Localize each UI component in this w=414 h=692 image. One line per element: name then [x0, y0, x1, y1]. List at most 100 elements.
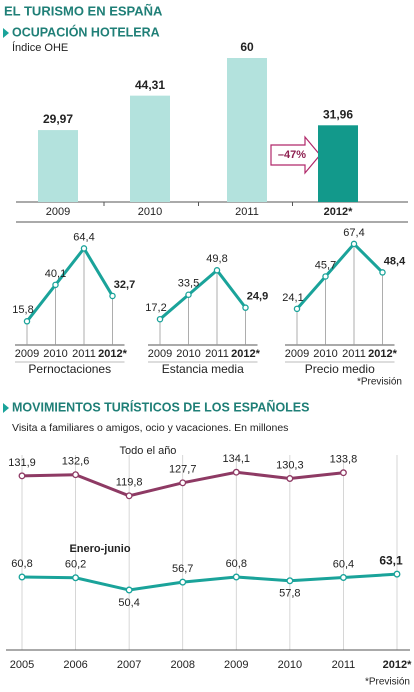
- line: [25, 245, 114, 323]
- value-label: 50,4: [118, 597, 139, 609]
- value-label: 131,9: [8, 457, 36, 469]
- bar: [227, 58, 267, 202]
- section-marker: [3, 403, 9, 413]
- value-label: 57,8: [279, 588, 300, 600]
- x-tick-label: 2008: [170, 659, 194, 671]
- point: [393, 570, 401, 578]
- value-label: 31,96: [323, 107, 353, 121]
- value-label: 130,3: [276, 459, 304, 471]
- value-label: 64,4: [73, 231, 94, 243]
- point: [185, 291, 192, 298]
- point: [339, 574, 347, 581]
- point: [322, 273, 329, 280]
- point: [232, 573, 240, 581]
- value-label: 60,8: [226, 558, 247, 570]
- value-label: 15,8: [12, 304, 33, 316]
- line: [159, 268, 247, 321]
- footnote: *Previsión: [365, 677, 410, 688]
- x-tick-label: 2009: [285, 348, 309, 360]
- value-label: 48,4: [384, 255, 406, 267]
- point: [18, 573, 26, 581]
- point: [242, 304, 249, 311]
- x-tick-label: 2012*: [383, 659, 412, 671]
- x-tick-label: 2011: [205, 348, 229, 360]
- footnote: *Previsión: [357, 377, 402, 388]
- point: [179, 578, 187, 586]
- point: [72, 471, 80, 479]
- value-label: 44,31: [135, 78, 165, 92]
- value-label: 32,7: [114, 279, 135, 291]
- value-label: 67,4: [343, 227, 364, 239]
- x-tick-label: 2009: [46, 206, 70, 218]
- line: [21, 572, 398, 592]
- point: [52, 281, 59, 289]
- change-annotation: –47%: [278, 149, 306, 161]
- section-subtitle: Visita a familiares o amigos, ocio y vac…: [12, 422, 288, 434]
- value-label: 60: [240, 40, 254, 54]
- bar: [318, 125, 358, 202]
- x-tick-label: 2010: [138, 206, 162, 218]
- x-tick-label: 2012*: [368, 348, 397, 360]
- change-arrow: [270, 135, 321, 175]
- point: [109, 292, 116, 300]
- x-tick-label: 2011: [342, 348, 366, 360]
- point: [23, 318, 31, 325]
- point: [379, 269, 386, 276]
- value-label: 60,2: [65, 559, 86, 571]
- section-marker: [3, 28, 9, 38]
- value-label: 49,8: [206, 253, 227, 265]
- panel-title: Precio medio: [305, 362, 375, 376]
- section-title: MOVIMIENTOS TURÍSTICOS DE LOS ESPAÑOLES: [12, 399, 310, 414]
- point: [125, 492, 133, 500]
- value-label: 24,1: [282, 292, 303, 304]
- x-tick-label: 2012*: [231, 348, 260, 360]
- x-tick-label: 2010: [43, 348, 67, 360]
- x-tick-label: 2011: [332, 659, 356, 671]
- point: [339, 469, 347, 477]
- series-name: Enero-junio: [69, 543, 130, 555]
- point: [80, 245, 88, 252]
- value-label: 127,7: [169, 464, 197, 476]
- point: [286, 577, 294, 585]
- x-tick-label: 2005: [10, 659, 34, 671]
- x-tick-label: 2011: [235, 206, 259, 218]
- line: [295, 241, 384, 310]
- value-label: 33,5: [178, 278, 199, 290]
- value-label: 133,8: [330, 454, 358, 466]
- value-label: 134,1: [223, 453, 251, 465]
- value-label: 60,4: [333, 558, 354, 570]
- point: [125, 586, 133, 594]
- value-label: 63,1: [379, 553, 403, 567]
- value-label: 24,9: [247, 291, 268, 303]
- bar: [130, 95, 170, 202]
- page-title: EL TURISMO EN ESPAÑA: [4, 3, 163, 18]
- x-tick-label: 2009: [224, 659, 248, 671]
- x-tick-label: 2011: [72, 348, 96, 360]
- section-subtitle: Índice OHE: [12, 41, 68, 54]
- value-label: 40,1: [45, 268, 66, 280]
- point: [232, 468, 240, 476]
- point: [156, 315, 164, 323]
- x-tick-label: 2007: [117, 659, 141, 671]
- x-tick-label: 2006: [63, 659, 87, 671]
- x-tick-label: 2010: [313, 348, 337, 360]
- point: [179, 479, 187, 487]
- x-tick-label: 2009: [148, 348, 172, 360]
- x-tick-label: 2010: [278, 659, 302, 671]
- value-label: 119,8: [116, 477, 143, 489]
- series-name: Todo el año: [120, 445, 177, 457]
- bar: [38, 130, 78, 202]
- point: [72, 574, 80, 582]
- x-tick-label: 2012*: [324, 206, 353, 218]
- x-tick-label: 2012*: [98, 348, 127, 360]
- x-tick-label: 2009: [15, 348, 39, 360]
- value-label: 132,6: [62, 456, 90, 468]
- point: [18, 472, 26, 480]
- value-label: 45,7: [315, 259, 336, 271]
- value-label: 29,97: [43, 112, 73, 126]
- value-label: 56,7: [172, 563, 193, 575]
- point: [286, 475, 294, 482]
- point: [293, 305, 301, 313]
- panel-title: Estancia media: [162, 362, 244, 376]
- value-label: 60,8: [11, 558, 32, 570]
